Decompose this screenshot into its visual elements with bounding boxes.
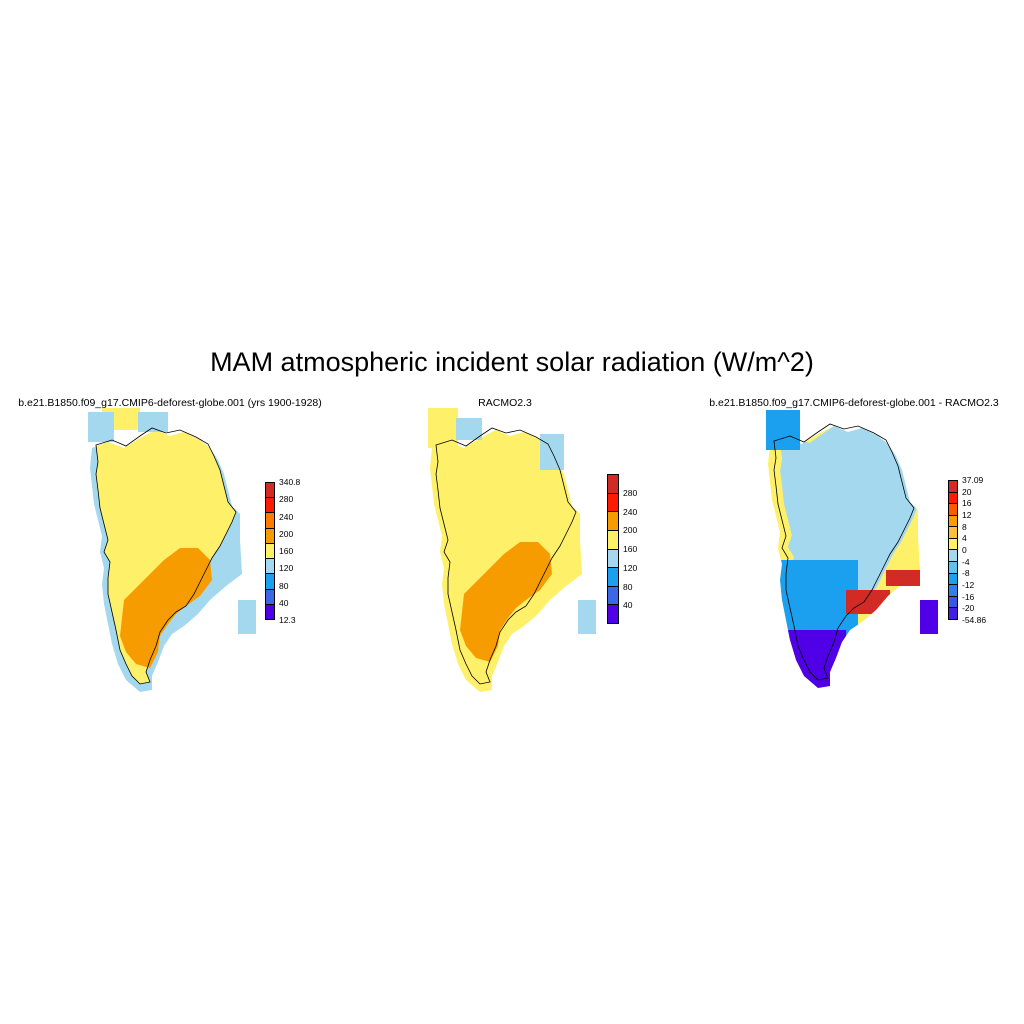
panel-2-east-island: [578, 600, 596, 634]
colorbar-tick-label: 280: [623, 487, 638, 498]
colorbar-tick-label: 4: [962, 533, 967, 544]
colorbar-tick-label: 20: [962, 486, 972, 497]
colorbar-box: [949, 481, 957, 492]
colorbar-tick-label: 12: [962, 510, 972, 520]
colorbar-box: [949, 503, 957, 515]
colorbar-tick-label: 80: [279, 580, 289, 591]
colorbar-tick-label: 8: [962, 521, 967, 532]
colorbar-box: [608, 492, 618, 512]
panel-1-north-margin-cell: [88, 412, 114, 442]
colorbar-box: [266, 527, 274, 543]
panel-2-title: RACMO2.3: [478, 397, 532, 409]
colorbar-box: [608, 567, 618, 586]
colorbar-box: [949, 537, 957, 550]
colorbar-box: [608, 511, 618, 530]
colorbar-tick-label: 40: [623, 600, 633, 611]
colorbar-tick-label: 200: [623, 525, 638, 536]
panel-3-north-cell: [766, 410, 800, 450]
colorbar-box: [608, 548, 618, 568]
colorbar-box: [266, 558, 274, 574]
colorbar-box: [949, 595, 957, 608]
colorbar-tick-label: -54.86: [962, 615, 987, 625]
panel-2-north-margin-cell: [456, 418, 482, 440]
colorbar-box: [266, 573, 274, 589]
panel-1-colorbar: [265, 482, 275, 620]
panel-3-colorbar: [948, 480, 958, 620]
colorbar-tick-label: -8: [962, 568, 970, 579]
colorbar-box: [266, 603, 274, 619]
colorbar-tick-label: 12.3: [279, 615, 296, 625]
panel-2-map: [428, 408, 596, 692]
colorbar-box: [608, 475, 618, 493]
panel-3-east-coast-field: [846, 590, 890, 614]
colorbar-box: [608, 585, 618, 605]
panel-3-southwest-field: [778, 560, 858, 640]
colorbar-tick-label: -20: [962, 603, 975, 614]
colorbar-box: [949, 526, 957, 538]
panel-3-east-coast-cell: [886, 570, 920, 586]
colorbar-box: [949, 514, 957, 527]
colorbar-tick-label: -16: [962, 591, 975, 602]
colorbar-box: [949, 561, 957, 573]
panel-3-south-tip-field: [786, 630, 846, 688]
panel-3-title: b.e21.B1850.f09_g17.CMIP6-deforest-globe…: [709, 397, 999, 409]
panel-3-east-island: [920, 600, 938, 634]
figure-title: MAM atmospheric incident solar radiation…: [210, 347, 814, 377]
colorbar-tick-label: 80: [623, 581, 633, 592]
panel-1-east-island: [238, 600, 256, 634]
colorbar-tick-label: -12: [962, 580, 975, 590]
colorbar-tick-label: 160: [623, 544, 638, 554]
colorbar-box: [949, 584, 957, 596]
colorbar-tick-label: 240: [623, 506, 638, 517]
colorbar-tick-label: 160: [279, 546, 294, 556]
colorbar-box: [266, 512, 274, 528]
colorbar-tick-label: 240: [279, 511, 294, 522]
panel-1-map: [88, 408, 256, 692]
panel-1-north-margin-cell-2: [138, 412, 168, 432]
colorbar-tick-label: 120: [279, 563, 294, 574]
colorbar-box: [266, 542, 274, 559]
colorbar-tick-label: 0: [962, 545, 967, 555]
panel-3-map: [766, 410, 938, 688]
colorbar-box: [949, 549, 957, 562]
colorbar-tick-label: 40: [279, 597, 289, 608]
colorbar-tick-label: 16: [962, 498, 972, 509]
colorbar-box: [608, 604, 618, 623]
colorbar-box: [949, 491, 957, 504]
colorbar-tick-label: -4: [962, 556, 970, 567]
colorbar-box: [608, 529, 618, 549]
colorbar-box: [266, 483, 274, 498]
panel-2-colorbar: [607, 474, 619, 624]
colorbar-tick-label: 37.09: [962, 475, 984, 485]
colorbar-tick-label: 200: [279, 528, 294, 539]
colorbar-box: [949, 572, 957, 585]
colorbar-tick-label: 280: [279, 494, 294, 505]
panel-2-north-cell: [428, 408, 458, 448]
colorbar-tick-label: 340.8: [279, 477, 301, 487]
colorbar-tick-label: 120: [623, 562, 638, 573]
colorbar-box: [949, 607, 957, 619]
panel-1-title: b.e21.B1850.f09_g17.CMIP6-deforest-globe…: [18, 397, 322, 409]
colorbar-box: [266, 588, 274, 604]
colorbar-box: [266, 497, 274, 513]
